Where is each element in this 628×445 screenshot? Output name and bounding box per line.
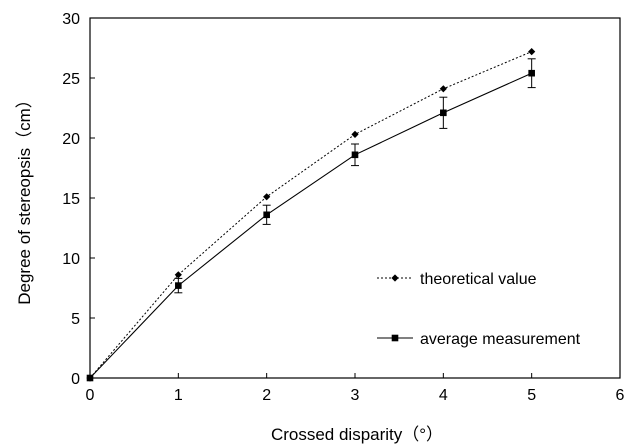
- plot-area: [89, 17, 621, 379]
- x-tick-label: 1: [174, 387, 183, 404]
- legend: theoretical value average measurement: [377, 271, 581, 348]
- axis-ticks: [89, 17, 621, 379]
- series-measured: [86, 58, 536, 382]
- legend-item: average measurement: [377, 331, 581, 348]
- x-axis-title: Crossed disparity（°）: [271, 425, 443, 444]
- tick-labels: 0 1 2 3 4 5 6 0 5 10 15 20 25 30: [62, 11, 624, 404]
- legend-marker: [391, 274, 399, 282]
- y-tick-label: 30: [62, 11, 80, 28]
- data-point: [528, 69, 535, 77]
- data-point: [263, 211, 270, 219]
- x-tick-label: 2: [262, 387, 271, 404]
- x-tick-label: 3: [351, 387, 360, 404]
- data-point: [439, 85, 447, 93]
- plot-border: [89, 17, 621, 379]
- y-tick-label: 5: [71, 311, 80, 328]
- y-tick-label: 20: [62, 131, 80, 148]
- x-tick-label: 4: [439, 387, 448, 404]
- x-tick-label: 0: [86, 387, 95, 404]
- series-layer: [86, 48, 536, 382]
- legend-label: theoretical value: [420, 271, 537, 288]
- data-point: [263, 193, 271, 201]
- legend-label: average measurement: [420, 331, 581, 348]
- data-point: [175, 282, 182, 289]
- series-line: [89, 72, 532, 379]
- y-tick-label: 15: [62, 191, 80, 208]
- legend-item: theoretical value: [377, 271, 537, 288]
- data-point: [86, 374, 94, 382]
- y-tick-label: 10: [62, 251, 80, 268]
- data-point: [528, 48, 536, 56]
- y-tick-label: 25: [62, 71, 80, 88]
- legend-marker: [391, 334, 399, 342]
- y-tick-label: 0: [71, 371, 80, 388]
- data-point: [440, 109, 447, 117]
- data-point: [351, 130, 359, 138]
- x-tick-label: 5: [527, 387, 536, 404]
- x-tick-label: 6: [616, 387, 625, 404]
- data-point: [351, 151, 359, 159]
- y-axis-title: Degree of stereopsis（cm）: [15, 91, 34, 305]
- series-line: [89, 51, 532, 379]
- data-point: [174, 271, 182, 279]
